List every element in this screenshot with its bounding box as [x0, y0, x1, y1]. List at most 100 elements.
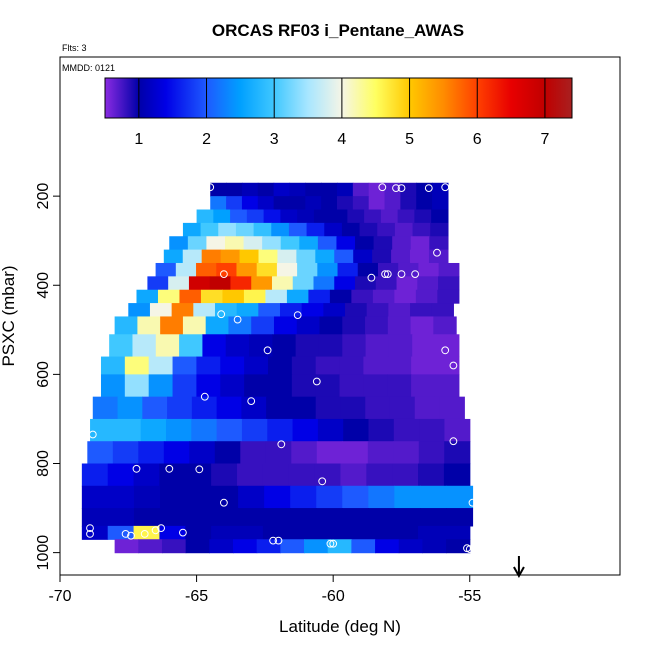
heatmap-cell — [296, 316, 321, 335]
heatmap-cell — [87, 441, 114, 465]
heatmap-cell — [264, 508, 291, 527]
heatmap-cell — [124, 374, 150, 398]
heatmap-cell — [137, 316, 161, 335]
heatmap-cell — [337, 262, 359, 277]
heatmap-cell — [169, 236, 189, 251]
heatmap-cell — [251, 276, 273, 291]
heatmap-cell — [290, 396, 317, 420]
sample-point — [441, 183, 450, 192]
heatmap-cell — [276, 262, 298, 277]
heatmap-cell — [167, 396, 193, 420]
heatmap-cell — [267, 356, 293, 375]
heatmap-cell — [410, 303, 433, 318]
sample-point — [441, 346, 450, 355]
y-tick-label: 1000 — [35, 535, 52, 571]
heatmap-cell — [420, 508, 448, 527]
x-tick-label: -60 — [322, 588, 345, 605]
heatmap-cell — [171, 303, 194, 318]
heatmap-cell — [323, 303, 346, 318]
heatmap-cell — [258, 249, 279, 264]
heatmap-cell — [431, 209, 449, 224]
heatmap-cell — [295, 334, 320, 358]
heatmap-cell — [209, 539, 234, 554]
heatmap-cell — [411, 356, 436, 375]
sample-point — [397, 184, 406, 193]
heatmap-cell — [214, 441, 241, 465]
sample-point — [449, 361, 458, 370]
heatmap-cell — [280, 209, 298, 224]
heatmap-cell — [368, 508, 395, 527]
heatmap-cell — [446, 508, 474, 527]
heatmap-cell — [343, 418, 370, 442]
heatmap-cell — [157, 289, 181, 304]
heatmap-cell — [256, 262, 278, 277]
x-axis-label: Latitude (deg N) — [279, 617, 401, 636]
heatmap-cell — [241, 182, 259, 197]
heatmap-cell — [191, 418, 218, 442]
heatmap-cell — [225, 334, 250, 358]
heatmap-cell — [289, 182, 306, 197]
sample-point — [318, 477, 327, 486]
y-tick-label: 200 — [35, 183, 52, 210]
heatmap-cell — [257, 182, 275, 197]
heatmap-cell — [324, 222, 343, 237]
heatmap-cell — [186, 508, 213, 527]
heatmap-cell — [136, 289, 159, 304]
heatmap-cell — [429, 236, 449, 251]
heatmap-cell — [342, 508, 369, 527]
heatmap-cell — [334, 276, 356, 291]
heatmap-cell — [243, 289, 267, 304]
colorbar-tick-label: 3 — [270, 131, 279, 148]
heatmap-cell — [410, 249, 430, 264]
heatmap-cell — [318, 334, 343, 358]
heatmap-cell — [140, 418, 167, 442]
heatmap-cell — [342, 316, 366, 335]
heatmap-cell — [315, 374, 341, 398]
heatmap-cell — [244, 356, 269, 375]
x-tick-label: -65 — [185, 588, 208, 605]
heatmap-cell — [341, 222, 361, 237]
heatmap-cell — [107, 508, 135, 527]
sample-point — [121, 530, 130, 538]
heatmap-cell — [394, 485, 421, 509]
heatmap-cell — [273, 182, 291, 197]
colorbar-tick-label: 6 — [473, 131, 482, 148]
heatmap-cell — [107, 485, 135, 509]
heatmap-cell — [196, 356, 221, 375]
heatmap-cell — [114, 316, 138, 335]
sample-point — [411, 270, 420, 279]
heatmap-cell — [340, 396, 366, 420]
heatmap-cell — [265, 441, 292, 465]
y-axis: 200 400 600 800 1000 — [35, 183, 61, 571]
heatmap-cell — [205, 316, 230, 335]
heatmap-cell — [434, 374, 460, 398]
heatmap-cell — [394, 222, 414, 237]
heatmap-cell — [107, 463, 135, 487]
heatmap-cell — [351, 289, 374, 304]
y-tick-label: 800 — [35, 450, 52, 477]
heatmap-cell — [435, 334, 460, 358]
sample-point — [157, 524, 166, 532]
heatmap-cell — [394, 289, 417, 304]
heatmap-cell — [339, 356, 364, 375]
heatmap-cell — [200, 289, 224, 304]
colorbar-tick-label: 5 — [405, 131, 414, 148]
heatmap-cell — [439, 396, 465, 420]
heatmap-cell — [387, 356, 412, 375]
x-tick-label: -55 — [458, 588, 481, 605]
heatmap-cell — [419, 418, 446, 442]
heatmap-cell — [375, 276, 398, 291]
heatmap-cell — [330, 209, 348, 224]
heatmap-cell — [206, 236, 226, 251]
heatmap-cell — [372, 249, 392, 264]
heatmap-cell — [230, 209, 248, 224]
heatmap-cell — [271, 222, 290, 237]
heatmap-cell — [432, 196, 449, 211]
heatmap-cell — [211, 463, 238, 487]
heatmap-cell — [342, 485, 369, 509]
heatmap-cell — [228, 316, 252, 335]
sample-point — [269, 536, 278, 545]
heatmap-cell — [336, 236, 356, 251]
heatmap-cell — [389, 396, 416, 420]
heatmap-cell — [133, 525, 161, 540]
